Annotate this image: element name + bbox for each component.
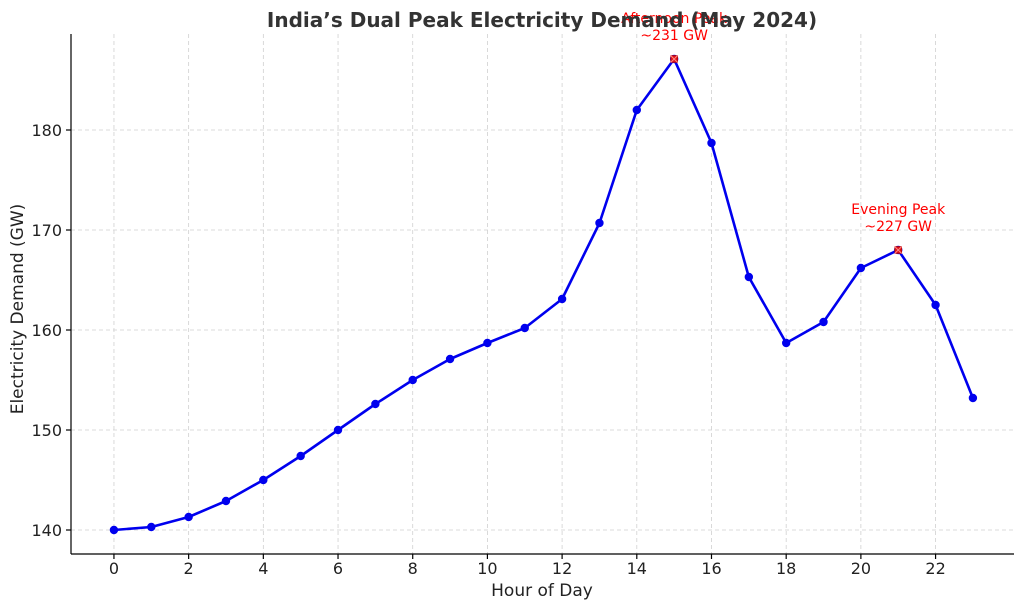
y-tick-label: 150	[31, 421, 62, 440]
x-tick-label: 22	[925, 559, 945, 578]
data-point	[109, 525, 119, 535]
annotation-label: Afternoon Peak	[621, 11, 728, 27]
x-tick-label: 10	[477, 559, 497, 578]
data-point	[931, 300, 940, 310]
data-point	[445, 354, 455, 364]
data-point	[371, 399, 380, 409]
data-point	[259, 475, 268, 485]
data-point	[744, 272, 754, 282]
annotation-value: ~231 GW	[640, 28, 708, 44]
peak-marker-cross	[670, 55, 679, 63]
y-axis-title: Electricity Demand (GW)	[8, 204, 28, 415]
data-point	[520, 323, 529, 333]
data-point	[856, 263, 866, 273]
x-tick-label: 18	[776, 559, 796, 578]
x-tick-label: 8	[408, 559, 418, 578]
data-point	[408, 375, 417, 385]
y-ticks: 140 150 160 170 180	[31, 121, 71, 540]
data-point	[333, 425, 343, 435]
annotation-label: Evening Peak	[851, 202, 946, 218]
data-point	[632, 105, 641, 115]
data-point	[221, 496, 231, 506]
x-tick-label: 16	[701, 559, 721, 578]
chart-title: India’s Dual Peak Electricity Demand (Ma…	[267, 8, 817, 32]
x-ticks: 0 2 4 6 8 10 12 14 16 18 20 22	[109, 554, 946, 578]
series-line	[113, 57, 975, 532]
data-point	[781, 338, 791, 348]
x-tick-label: 4	[258, 559, 268, 578]
annotations: Afternoon Peak~231 GW Evening Peak~227 GW	[621, 11, 946, 254]
x-tick-label: 0	[109, 559, 119, 578]
y-tick-label: 170	[31, 221, 62, 240]
peak-marker-cross	[894, 246, 903, 254]
data-point	[707, 138, 716, 148]
data-point	[595, 218, 604, 228]
annotation-value: ~227 GW	[864, 219, 932, 235]
data-point	[968, 393, 978, 403]
y-tick-label: 140	[31, 521, 62, 540]
x-tick-label: 14	[627, 559, 647, 578]
data-point	[557, 294, 567, 304]
x-tick-label: 2	[184, 559, 194, 578]
y-tick-label: 180	[31, 121, 62, 140]
data-point	[147, 522, 156, 532]
data-point	[819, 317, 828, 327]
data-point	[296, 451, 305, 461]
data-point	[184, 512, 193, 522]
data-point	[483, 338, 492, 348]
x-axis-title: Hour of Day	[491, 581, 593, 601]
y-tick-label: 160	[31, 321, 62, 340]
x-tick-label: 6	[333, 559, 343, 578]
x-tick-label: 20	[851, 559, 871, 578]
series	[109, 54, 978, 535]
x-tick-label: 12	[552, 559, 572, 578]
grid	[71, 34, 1014, 554]
axes	[70, 34, 1014, 555]
